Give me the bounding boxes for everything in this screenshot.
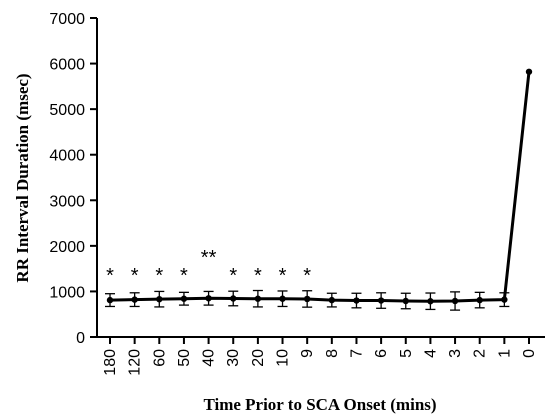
y-tick-label: 6000: [49, 57, 85, 74]
y-tick-label: 7000: [49, 11, 85, 28]
x-tick-label: 30: [225, 349, 242, 367]
x-tick-label: 3: [447, 349, 464, 358]
x-tick-label: 7: [348, 349, 365, 358]
x-tick-label: 5: [398, 349, 415, 358]
data-point: [303, 295, 311, 303]
series-line: [109, 71, 531, 303]
significance-marker: *: [155, 265, 163, 287]
data-point: [180, 295, 188, 302]
x-tick-label: 9: [299, 349, 316, 358]
data-point: [353, 297, 360, 304]
y-tick-label: 0: [76, 330, 85, 347]
y-tick-label: 5000: [49, 102, 85, 119]
x-tick-label: 40: [201, 349, 218, 367]
significance-marker: *: [180, 265, 188, 287]
x-axis: 180 120 60 50 40 30 20 10 9 8 7 6 5 4 3 2 1 0: [97, 336, 545, 376]
data-point: [131, 296, 138, 303]
x-tick-label: 4: [422, 349, 439, 358]
data-point: [525, 68, 533, 75]
data-point: [156, 295, 163, 303]
data-point: [427, 298, 434, 305]
significance-marker: *: [254, 265, 262, 287]
significance-marker: *: [303, 265, 311, 287]
data-point: [451, 297, 459, 305]
significance-marker: *: [106, 265, 114, 287]
x-tick-label: 120: [127, 349, 144, 376]
data-point: [230, 295, 237, 302]
significance-marker: *: [131, 265, 139, 287]
data-point: [328, 296, 336, 304]
data-point: [476, 296, 483, 304]
data-point: [402, 297, 409, 305]
data-point: [377, 297, 385, 304]
y-axis-title: RR Interval Duration (msec): [13, 73, 32, 282]
y-axis: 0 1000 2000 3000 4000 5000 6000 7000: [49, 11, 98, 347]
y-tick-label: 2000: [49, 239, 85, 256]
data-point: [279, 295, 286, 302]
x-tick-label: 8: [324, 349, 341, 358]
data-point: [106, 296, 114, 304]
x-tick-label: 1: [496, 349, 513, 358]
x-tick-label: 2: [472, 349, 489, 358]
x-tick-label: 0: [521, 349, 538, 358]
x-tick-label: 10: [275, 349, 292, 367]
x-tick-label: 20: [250, 349, 267, 367]
y-tick-label: 4000: [49, 148, 85, 165]
significance-marker: *: [279, 265, 287, 287]
significance-marker: **: [201, 247, 217, 269]
x-axis-title: Time Prior to SCA Onset (mins): [203, 395, 436, 414]
x-tick-label: 60: [151, 349, 168, 367]
data-point: [254, 295, 262, 302]
data-point: [501, 296, 508, 303]
data-point: [205, 295, 212, 302]
significance-marker: *: [229, 265, 237, 287]
x-tick-label: 180: [102, 349, 119, 376]
plot-area: * * * **** * * *: [105, 68, 533, 311]
x-tick-label: 6: [373, 349, 390, 358]
y-tick-label: 3000: [49, 193, 85, 210]
y-tick-label: 1000: [49, 284, 85, 301]
x-tick-label: 50: [176, 349, 193, 367]
